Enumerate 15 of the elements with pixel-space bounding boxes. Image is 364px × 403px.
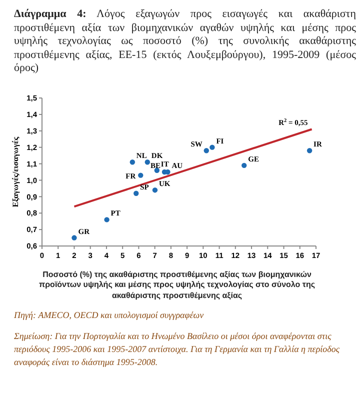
point — [134, 190, 139, 196]
point — [144, 159, 150, 164]
point — [306, 148, 312, 153]
point — [204, 148, 209, 153]
text: Πηγή: AMECO, OECD και υπολογισμοί συγγραφέων — [13, 309, 205, 322]
point — [104, 216, 110, 222]
point — [72, 234, 77, 240]
text: Σημείωση: Για την Πορτογαλία και το Ηνωμένο Βασίλειο οι μέσοι όροι αναφέρονται στις περιόδους 1995-2006 και 1995-2007 αντίστοιχα. Για τη Γερμανία και τη Γαλλία η περίοδος αναφοράς είναι το διάστημα 1995-2008. — [13, 330, 340, 369]
point — [210, 144, 215, 150]
point — [138, 172, 144, 178]
chart-title: Διάγραμμα 4: Λόγος εξαγωγών προς εισαγωγές και ακαθάριστη προστιθέμενη αξία των βιομηχανικών αγαθών υψηλής και μέσης προς υψηλής τεχνολογίας ως ποσοστό (%) της συνολικής ακαθάριστης προστιθέμενης αξίας, ΕΕ-15 (εκτός Λουξεμβούργου), 1995-2009 (μέσος όρος) — [13, 8, 356, 76]
point — [242, 162, 247, 168]
point — [130, 159, 136, 164]
y-axis-title: Εξαγωγές/εισαγωγές — [11, 136, 20, 207]
x-axis-title: Ποσοστό (%) της ακαθάριστης προστιθέμενης αξίας των βιομηχανικών προϊόντων υψηλής και μέσης προς υψηλής τεχνολογίας στο σύνολο της ακαθάριστης προστιθέμενης αξίας — [38, 270, 316, 301]
